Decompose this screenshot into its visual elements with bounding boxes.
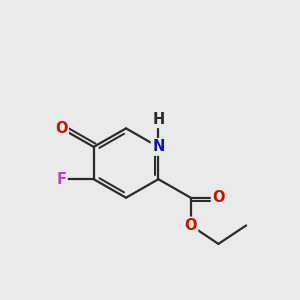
Text: O: O xyxy=(184,218,197,233)
Text: F: F xyxy=(56,172,66,187)
Text: N: N xyxy=(152,140,165,154)
Text: H: H xyxy=(152,112,164,127)
Text: O: O xyxy=(212,190,225,205)
Text: O: O xyxy=(55,121,68,136)
